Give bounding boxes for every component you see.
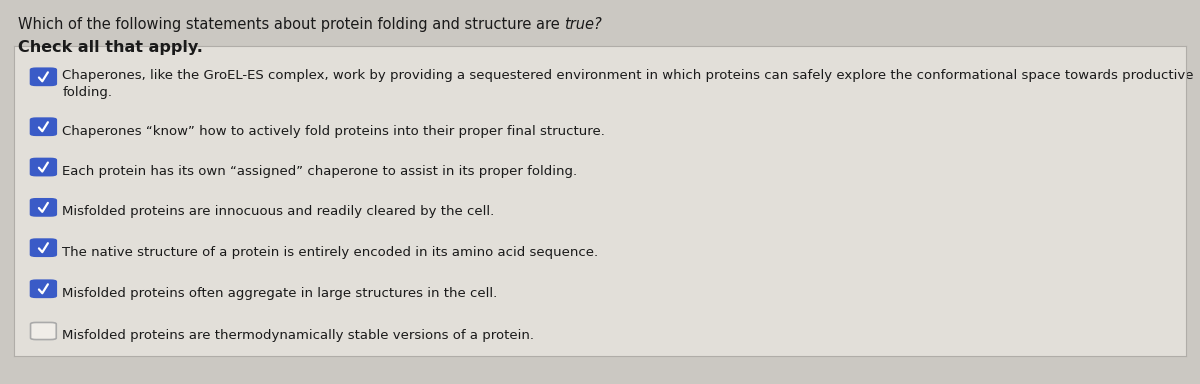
FancyBboxPatch shape — [30, 68, 56, 85]
Text: Misfolded proteins often aggregate in large structures in the cell.: Misfolded proteins often aggregate in la… — [62, 287, 498, 300]
Text: Which of the following statements about protein folding and structure are: Which of the following statements about … — [18, 17, 564, 32]
Text: Check all that apply.: Check all that apply. — [18, 40, 203, 55]
Text: Misfolded proteins are innocuous and readily cleared by the cell.: Misfolded proteins are innocuous and rea… — [62, 205, 494, 218]
FancyBboxPatch shape — [30, 323, 56, 339]
Text: Chaperones “know” how to actively fold proteins into their proper final structur: Chaperones “know” how to actively fold p… — [62, 125, 605, 137]
FancyBboxPatch shape — [30, 239, 56, 256]
FancyBboxPatch shape — [30, 159, 56, 175]
Text: Which of the following statements about protein folding and structure are true?: Which of the following statements about … — [18, 17, 602, 32]
FancyBboxPatch shape — [30, 199, 56, 216]
FancyBboxPatch shape — [30, 280, 56, 297]
Text: The native structure of a protein is entirely encoded in its amino acid sequence: The native structure of a protein is ent… — [62, 246, 599, 258]
Text: Chaperones, like the GroEL-ES complex, work by providing a sequestered environme: Chaperones, like the GroEL-ES complex, w… — [62, 69, 1194, 99]
Text: Misfolded proteins are thermodynamically stable versions of a protein.: Misfolded proteins are thermodynamically… — [62, 329, 534, 342]
Text: Each protein has its own “assigned” chaperone to assist in its proper folding.: Each protein has its own “assigned” chap… — [62, 165, 577, 178]
FancyBboxPatch shape — [30, 118, 56, 135]
Text: true?: true? — [564, 17, 602, 32]
